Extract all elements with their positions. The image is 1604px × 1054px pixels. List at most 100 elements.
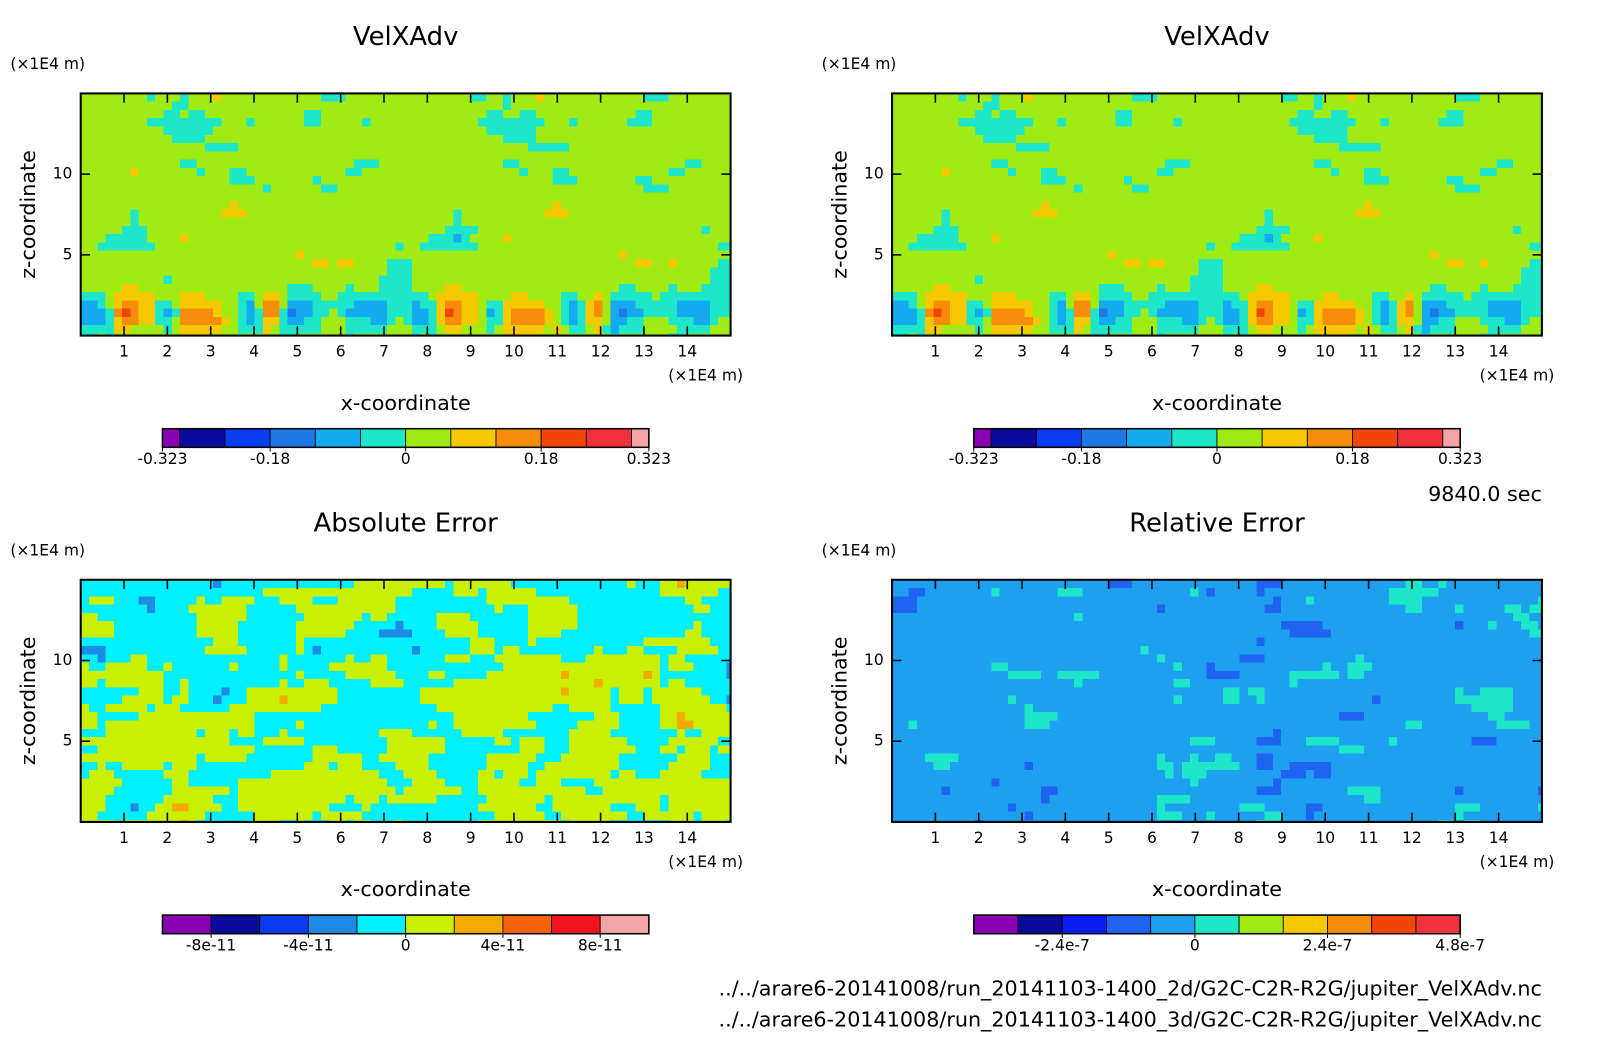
contour-cell bbox=[610, 258, 619, 268]
contour-cell bbox=[403, 579, 412, 589]
contour-cell bbox=[370, 143, 379, 152]
contour-field bbox=[80, 579, 731, 822]
contour-cell bbox=[709, 225, 719, 235]
contour-cell bbox=[213, 292, 222, 301]
contour-cell bbox=[312, 292, 321, 301]
contour-cell bbox=[453, 209, 462, 218]
contour-cell bbox=[1347, 300, 1356, 309]
contour-cell bbox=[1239, 118, 1249, 127]
contour-cell bbox=[1488, 118, 1497, 127]
contour-cell bbox=[660, 93, 669, 102]
contour-cell bbox=[1140, 225, 1149, 235]
contour-cell bbox=[254, 267, 263, 276]
contour-cell bbox=[304, 209, 313, 218]
contour-cell bbox=[105, 250, 114, 259]
contour-cell bbox=[1405, 167, 1414, 177]
contour-cell bbox=[329, 176, 338, 185]
contour-cell bbox=[974, 159, 984, 168]
contour-cell bbox=[370, 126, 379, 135]
contour-cell bbox=[478, 325, 487, 334]
contour-cell bbox=[1529, 217, 1538, 226]
contour-cell bbox=[916, 209, 926, 218]
contour-cell bbox=[1214, 101, 1224, 110]
contour-cell bbox=[1471, 151, 1480, 160]
contour-cell bbox=[1297, 151, 1306, 160]
contour-cell bbox=[1388, 316, 1398, 326]
contour-cell bbox=[279, 308, 288, 317]
contour-cell bbox=[627, 267, 636, 276]
contour-cell bbox=[511, 126, 520, 135]
contour-cell bbox=[1488, 192, 1497, 202]
contour-cell bbox=[1190, 184, 1199, 193]
contour-cell bbox=[676, 151, 686, 160]
contour-cell bbox=[1198, 316, 1207, 326]
contour-cell bbox=[1024, 167, 1033, 177]
contour-cell bbox=[246, 143, 255, 152]
contour-cell bbox=[163, 118, 172, 127]
contour-cell bbox=[916, 217, 926, 226]
contour-cell bbox=[916, 101, 926, 110]
contour-cell bbox=[155, 250, 164, 259]
contour-cell bbox=[1032, 217, 1042, 226]
contour-cell bbox=[271, 126, 280, 135]
contour-cell bbox=[908, 217, 917, 226]
contour-cell bbox=[1454, 275, 1464, 284]
contour-cell bbox=[1140, 151, 1149, 160]
contour-cell bbox=[353, 217, 363, 226]
contour-cell bbox=[1140, 308, 1149, 317]
contour-cell bbox=[1521, 134, 1530, 144]
contour-cell bbox=[279, 176, 288, 185]
contour-cell bbox=[983, 300, 992, 309]
contour-cell bbox=[403, 209, 412, 218]
contour-cell bbox=[925, 242, 934, 251]
contour-cell bbox=[1496, 118, 1505, 127]
contour-cell bbox=[1496, 167, 1505, 177]
contour-cell bbox=[660, 275, 669, 284]
contour-cell bbox=[1421, 184, 1431, 193]
contour-cell bbox=[80, 101, 89, 110]
contour-cell bbox=[1347, 192, 1356, 202]
contour-cell bbox=[1074, 118, 1083, 127]
contour-cell bbox=[676, 308, 686, 317]
contour-cell bbox=[1479, 300, 1489, 309]
contour-cell bbox=[1016, 159, 1025, 168]
contour-cell bbox=[635, 101, 644, 110]
contour-cell bbox=[585, 109, 594, 119]
contour-cell bbox=[1049, 250, 1058, 259]
contour-cell bbox=[1090, 308, 1099, 317]
contour-cell bbox=[925, 176, 934, 185]
contour-cell bbox=[1454, 184, 1464, 193]
contour-cell bbox=[709, 325, 719, 334]
contour-cell bbox=[1041, 225, 1050, 235]
contour-cell bbox=[1132, 134, 1141, 144]
contour-cell bbox=[1173, 316, 1182, 326]
contour-cell bbox=[618, 167, 628, 177]
contour-cell bbox=[974, 109, 984, 119]
contour-cell bbox=[1272, 192, 1282, 202]
contour-cell bbox=[1355, 201, 1364, 210]
colorbar-segment bbox=[1126, 428, 1173, 448]
contour-cell bbox=[246, 176, 255, 185]
contour-cell bbox=[420, 101, 429, 110]
contour-cell bbox=[1057, 242, 1066, 251]
contour-cell bbox=[1115, 101, 1124, 110]
contour-cell bbox=[1305, 283, 1315, 293]
contour-cell bbox=[958, 101, 967, 110]
contour-cell bbox=[651, 283, 661, 293]
contour-cell bbox=[1512, 316, 1522, 326]
contour-cell bbox=[701, 292, 710, 301]
contour-cell bbox=[1363, 192, 1373, 202]
contour-cell bbox=[1281, 283, 1290, 293]
contour-cell bbox=[254, 316, 263, 326]
contour-cell bbox=[130, 184, 139, 193]
contour-cell bbox=[88, 292, 98, 301]
contour-cell bbox=[1529, 93, 1538, 102]
contour-cell bbox=[593, 192, 603, 202]
contour-cell bbox=[569, 325, 578, 334]
contour-cell bbox=[395, 242, 404, 251]
contour-cell bbox=[279, 167, 288, 177]
x-tick-label: 8 bbox=[422, 343, 432, 361]
contour-cell bbox=[1156, 201, 1166, 210]
contour-cell bbox=[577, 292, 586, 301]
contour-cell bbox=[966, 316, 975, 326]
